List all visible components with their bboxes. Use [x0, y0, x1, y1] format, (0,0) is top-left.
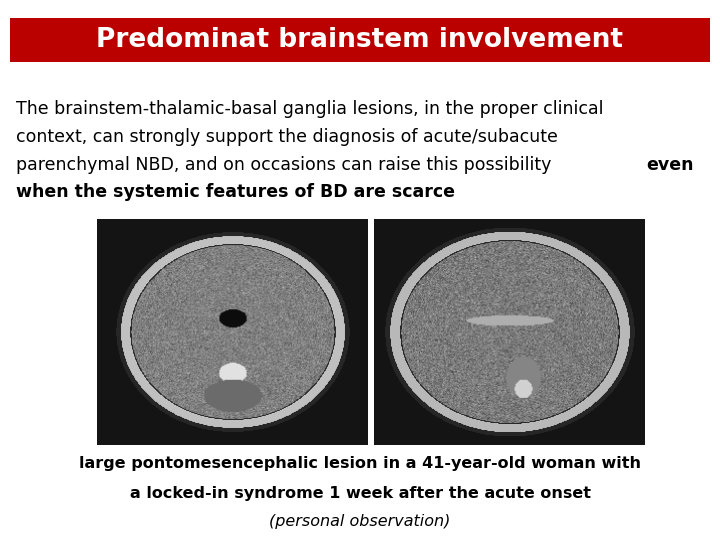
Text: (personal observation): (personal observation): [269, 514, 451, 529]
Text: Predominat brainstem involvement: Predominat brainstem involvement: [96, 27, 624, 53]
Text: when the systemic features of BD are scarce: when the systemic features of BD are sca…: [16, 183, 455, 201]
Text: The brainstem-thalamic-basal ganglia lesions, in the proper clinical: The brainstem-thalamic-basal ganglia les…: [16, 100, 603, 118]
Text: parenchymal NBD, and on occasions can raise this possibility: parenchymal NBD, and on occasions can ra…: [16, 156, 557, 173]
Text: even: even: [646, 156, 693, 173]
Text: a locked-in syndrome 1 week after the acute onset: a locked-in syndrome 1 week after the ac…: [130, 486, 590, 501]
Text: large pontomesencephalic lesion in a 41-year-old woman with: large pontomesencephalic lesion in a 41-…: [79, 456, 641, 471]
Text: context, can strongly support the diagnosis of acute/subacute: context, can strongly support the diagno…: [16, 128, 558, 146]
